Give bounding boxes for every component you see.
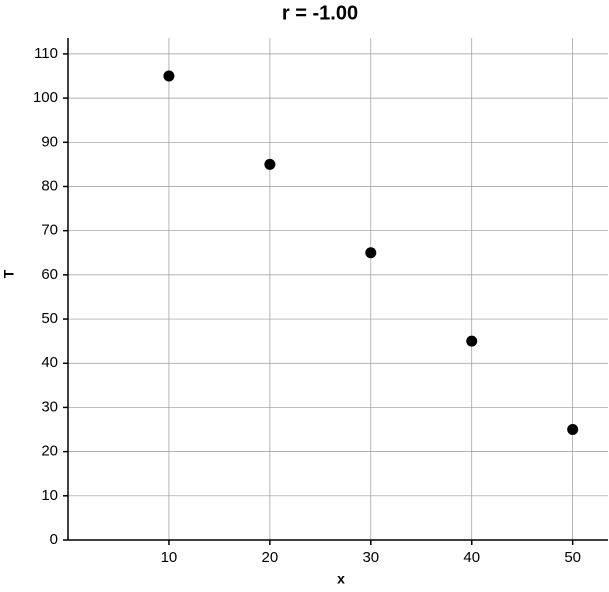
y-tick-label: 90 [41,133,58,150]
y-tick-label: 40 [41,354,58,371]
chart-title: r = -1.00 [282,2,358,24]
y-tick-label: 80 [41,177,58,194]
x-tick-label: 40 [463,549,480,566]
y-tick-label: 20 [41,443,58,460]
x-tick-label: 10 [161,549,178,566]
x-tick-label: 50 [564,549,581,566]
x-tick-label: 20 [262,549,279,566]
x-tick-label: 30 [362,549,379,566]
y-tick-label: 70 [41,222,58,239]
point [567,424,579,436]
x-axis-label: x [337,571,345,587]
y-tick-label: 50 [41,310,58,327]
y-tick-label: 100 [33,89,58,106]
y-tick-label: 10 [41,487,58,504]
y-tick-label: 0 [50,531,58,548]
y-tick-label: 30 [41,398,58,415]
y-tick-label: 110 [34,45,58,62]
point [264,158,276,170]
point [163,70,175,82]
y-axis-label: T [1,269,17,278]
point [365,247,377,259]
y-tick-label: 60 [41,266,58,283]
point [466,335,478,347]
